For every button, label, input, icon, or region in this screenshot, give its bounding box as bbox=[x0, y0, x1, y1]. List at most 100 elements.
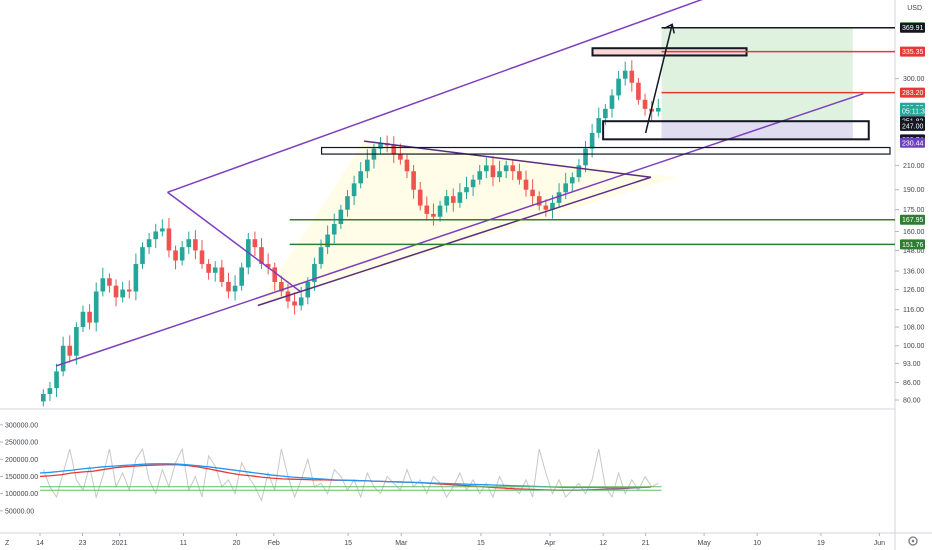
candle-body bbox=[411, 171, 416, 190]
candle-body bbox=[292, 301, 297, 306]
candle-body bbox=[193, 239, 198, 251]
price-tick-label: 108.00 bbox=[903, 325, 925, 332]
price-tick-label: 148.00 bbox=[903, 248, 925, 255]
candle-body bbox=[67, 345, 73, 356]
candle-body bbox=[60, 345, 66, 372]
volume-tick-label: 150000.00 bbox=[5, 474, 38, 481]
candle-body bbox=[569, 177, 575, 184]
candle-body bbox=[444, 196, 449, 206]
candle-body bbox=[331, 223, 337, 235]
candle-body bbox=[417, 189, 423, 206]
candle-body bbox=[424, 205, 430, 214]
time-axis[interactable]: 14 23 2021 11 20 Feb 15 Mar 15 Apr 12 21 May 10 19 Jun bbox=[36, 533, 885, 547]
price-tag-label: 369.91 bbox=[902, 25, 924, 32]
candle-body bbox=[325, 234, 330, 248]
candle-body bbox=[239, 267, 244, 286]
candle-body bbox=[391, 145, 397, 155]
settings-gear-icon[interactable] bbox=[908, 536, 918, 546]
price-tick-label: 93.00 bbox=[903, 361, 921, 368]
time-tick-label: Jun bbox=[874, 540, 885, 547]
candle-body bbox=[398, 154, 403, 160]
time-tick-label: 15 bbox=[344, 540, 352, 547]
candle-body bbox=[279, 281, 284, 292]
candle-body bbox=[636, 82, 641, 100]
time-tick-label: 15 bbox=[477, 540, 485, 547]
candle-body bbox=[404, 159, 410, 172]
range-top-line[interactable] bbox=[320, 146, 891, 155]
candle-body bbox=[54, 371, 59, 389]
candle-body bbox=[212, 267, 218, 273]
volume-pane[interactable] bbox=[0, 410, 895, 533]
price-tag-label: 151.76 bbox=[902, 242, 924, 249]
price-axis[interactable]: USD 300.00 210.00 190.00 175.00 160.00 148.00… bbox=[895, 5, 925, 405]
candle-body bbox=[464, 187, 469, 193]
candle-body bbox=[616, 78, 621, 96]
candlestick-series bbox=[40, 60, 661, 407]
candle-body bbox=[126, 289, 132, 292]
descending-line[interactable] bbox=[167, 191, 301, 293]
candle-body bbox=[603, 108, 608, 119]
volume-indicator bbox=[39, 447, 662, 502]
candle-body bbox=[120, 289, 125, 298]
candle-body bbox=[80, 311, 86, 328]
candle-body bbox=[523, 179, 529, 190]
candle-body bbox=[338, 209, 344, 224]
candle-body bbox=[490, 165, 496, 178]
candle-body bbox=[259, 247, 264, 264]
candle-body bbox=[510, 165, 516, 172]
price-tick-label: 116.00 bbox=[903, 307, 924, 314]
candle-body bbox=[100, 278, 106, 292]
candle-body bbox=[186, 239, 192, 248]
candle-body bbox=[378, 143, 383, 149]
price-tick-label: 210.00 bbox=[903, 163, 925, 170]
price-tick-label: 86.00 bbox=[903, 380, 921, 387]
price-tag-bg bbox=[900, 106, 925, 117]
projection-arrow[interactable] bbox=[644, 24, 673, 134]
candle-body bbox=[318, 247, 324, 264]
price-tag-label: 167.95 bbox=[902, 217, 924, 224]
time-tick-label: 20 bbox=[233, 540, 241, 547]
price-tag-label: 230.44 bbox=[902, 140, 924, 147]
time-tick-label: May bbox=[697, 540, 711, 547]
log-scale-icon[interactable]: Z bbox=[5, 540, 10, 547]
volume-axis[interactable]: 300000.00 250000.00 200000.00 150000.00 1000… bbox=[0, 422, 38, 515]
key-zone-box[interactable] bbox=[602, 120, 870, 141]
candle-body bbox=[265, 263, 271, 268]
price-tick-label: 160.00 bbox=[903, 229, 925, 236]
candle-body bbox=[140, 247, 145, 264]
candle-body bbox=[179, 247, 185, 261]
time-tick-label: Apr bbox=[545, 540, 557, 547]
candle-body bbox=[563, 183, 568, 193]
time-tick-label: 14 bbox=[36, 540, 44, 547]
arrow-head-icon bbox=[663, 23, 675, 34]
drawing-overlay[interactable] bbox=[55, 0, 895, 367]
candle-body bbox=[477, 171, 483, 180]
candle-body bbox=[364, 159, 370, 172]
candle-body bbox=[232, 285, 238, 292]
candle-body bbox=[252, 239, 258, 248]
volume-tick-label: 250000.00 bbox=[5, 440, 38, 447]
candle-body bbox=[219, 267, 225, 282]
time-tick-label: 11 bbox=[180, 540, 187, 547]
candle-body bbox=[497, 171, 502, 178]
price-tag-bg bbox=[900, 120, 925, 131]
candle-body bbox=[596, 118, 602, 133]
triangle-lower-line[interactable] bbox=[257, 176, 652, 307]
volume-tick-label: 300000.00 bbox=[5, 422, 38, 429]
time-tick-label: Feb bbox=[268, 540, 280, 547]
price-tag-bg bbox=[900, 239, 925, 250]
time-tick-label: 19 bbox=[817, 540, 825, 547]
upper-channel-line[interactable] bbox=[167, 0, 710, 193]
candle-body bbox=[351, 183, 357, 197]
price-tick-label: 175.00 bbox=[903, 207, 925, 214]
candle-body bbox=[437, 205, 443, 217]
candle-body bbox=[583, 148, 588, 166]
candle-body bbox=[576, 165, 582, 178]
long-position-profit-zone[interactable] bbox=[661, 27, 853, 122]
candle-body bbox=[113, 285, 119, 298]
candle-body bbox=[629, 70, 635, 83]
candle-body bbox=[272, 267, 278, 282]
candle-body bbox=[298, 297, 304, 306]
candle-body bbox=[107, 278, 112, 286]
